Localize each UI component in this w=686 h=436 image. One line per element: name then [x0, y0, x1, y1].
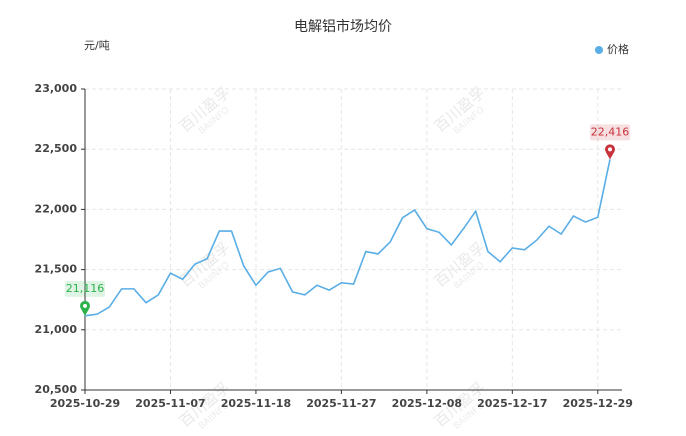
- pin-dot: [608, 147, 612, 152]
- pin-marker: [605, 144, 615, 160]
- value-label-bg: [65, 280, 105, 297]
- x-tick-label: 2025-10-29: [50, 397, 120, 410]
- pin-marker: [80, 300, 90, 316]
- legend-label: 价格: [607, 42, 629, 56]
- y-tick-label: 23,000: [35, 82, 78, 95]
- x-tick-label: 2025-11-07: [135, 397, 205, 410]
- y-tick-label: 21,000: [35, 323, 78, 336]
- x-tick-label: 2025-11-27: [306, 397, 376, 410]
- legend-marker: [595, 46, 603, 54]
- value-label: 22,416: [591, 125, 630, 138]
- value-label: 21,116: [66, 282, 105, 295]
- x-tick-label: 2025-11-18: [221, 397, 291, 410]
- y-tick-label: 20,500: [35, 383, 78, 396]
- y-tick-label: 22,000: [35, 202, 78, 215]
- pin-dot: [83, 303, 87, 308]
- y-axis-unit: 元/吨: [84, 39, 110, 52]
- y-tick-label: 22,500: [35, 142, 78, 155]
- series-line: [84, 159, 611, 317]
- x-tick-label: 2025-12-08: [392, 397, 462, 410]
- chart-title: 电解铝市场均价: [294, 18, 392, 35]
- x-tick-label: 2025-12-29: [563, 397, 633, 410]
- y-tick-label: 21,500: [35, 263, 78, 276]
- value-label-bg: [590, 124, 630, 141]
- x-tick-label: 2025-12-17: [477, 397, 547, 410]
